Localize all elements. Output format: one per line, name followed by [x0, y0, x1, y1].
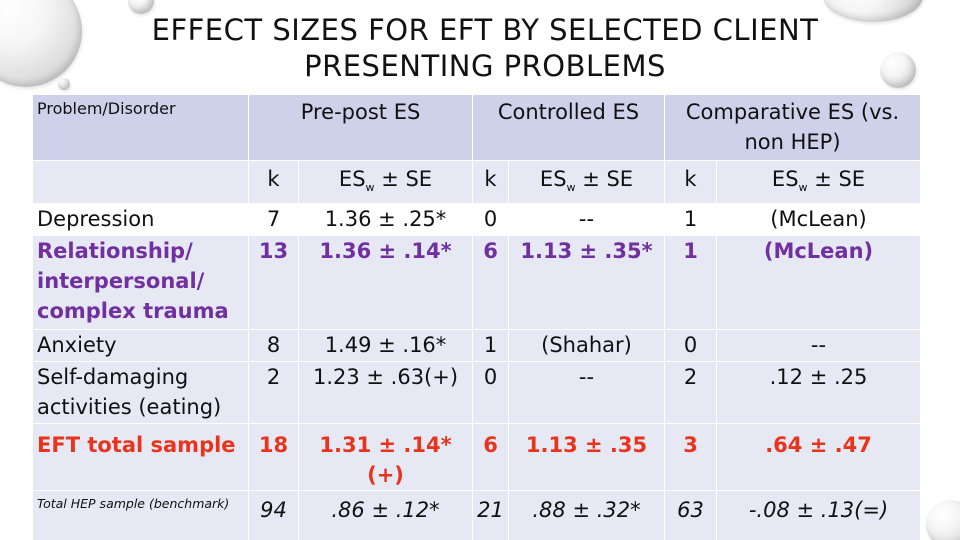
es-subscript: w	[798, 181, 808, 195]
cell-es-controlled: .88 ± .32*	[508, 490, 665, 540]
cell-es-comparative: -.08 ± .13(=)	[715, 490, 922, 540]
cell-es-comparative: (McLean)	[715, 203, 922, 237]
header-problem: Problem/Disorder	[32, 94, 249, 161]
table-row: Depression 7 1.36 ± .25* 0 -- 1 (McLean)	[32, 203, 922, 237]
water-drop-decoration	[0, 0, 82, 87]
cell-k-controlled: 0	[472, 361, 509, 425]
row-label: Total HEP sample (benchmark)	[32, 490, 249, 540]
subheader-k: k	[472, 159, 509, 205]
es-label: ES	[338, 167, 366, 191]
cell-k-comparative: 3	[664, 423, 717, 492]
header-prepost-es: Pre-post ES	[248, 94, 473, 161]
es-label: ES	[771, 167, 799, 191]
row-label: Anxiety	[32, 329, 249, 363]
cell-es-prepost: 1.36 ± .14*	[298, 235, 473, 331]
cell-k-prepost: 13	[248, 235, 299, 331]
cell-es-prepost: 1.31 ± .14*(+)	[298, 423, 473, 492]
slide-title-line2: PRESENTING PROBLEMS	[304, 49, 666, 83]
cell-k-prepost: 7	[248, 203, 299, 237]
water-drop-decoration	[880, 52, 916, 88]
water-drop-decoration	[58, 78, 70, 90]
cell-es-controlled: 1.13 ± .35*	[508, 235, 665, 331]
table-row: Relationship/ interpersonal/ complex tra…	[32, 235, 922, 331]
cell-es-controlled: --	[508, 203, 665, 237]
cell-k-comparative: 1	[664, 203, 717, 237]
cell-es-comparative: --	[715, 329, 922, 363]
cell-es-prepost: 1.49 ± .16*	[298, 329, 473, 363]
cell-es-comparative: .12 ± .25	[715, 361, 922, 425]
cell-k-prepost: 8	[248, 329, 299, 363]
cell-k-controlled: 21	[472, 490, 509, 540]
row-label: Depression	[32, 203, 249, 237]
es-subscript: w	[566, 181, 576, 195]
slide-title: EFFECT SIZES FOR EFT BY SELECTED CLIENT …	[120, 12, 850, 84]
table-row: EFT total sample 18 1.31 ± .14*(+) 6 1.1…	[32, 423, 922, 492]
table-header-row: Problem/Disorder Pre-post ES Controlled …	[32, 94, 922, 161]
table-row: Self-damaging activities (eating) 2 1.23…	[32, 361, 922, 425]
row-label: EFT total sample	[32, 423, 249, 492]
row-label: Relationship/ interpersonal/ complex tra…	[32, 235, 249, 331]
cell-k-prepost: 2	[248, 361, 299, 425]
table-subheader-row: k ESw ± SE k ESw ± SE k ESw ± SE	[32, 159, 922, 205]
cell-es-prepost: 1.36 ± .25*	[298, 203, 473, 237]
cell-es-comparative: .64 ± .47	[715, 423, 922, 492]
table-row: Total HEP sample (benchmark) 94 .86 ± .1…	[32, 490, 922, 540]
cell-es-controlled: (Shahar)	[508, 329, 665, 363]
cell-k-prepost: 94	[248, 490, 299, 540]
subheader-es-se: ESw ± SE	[298, 159, 473, 205]
cell-k-comparative: 2	[664, 361, 717, 425]
subheader-k: k	[664, 159, 717, 205]
cell-k-controlled: 0	[472, 203, 509, 237]
se-label: ± SE	[807, 167, 866, 191]
header-controlled-es: Controlled ES	[472, 94, 665, 161]
slide-title-line1: EFFECT SIZES FOR EFT BY SELECTED CLIENT	[151, 13, 819, 47]
subheader-k: k	[248, 159, 299, 205]
header-comparative-es: Comparative ES (vs. non HEP)	[663, 94, 922, 161]
cell-k-controlled: 1	[472, 329, 509, 363]
cell-es-prepost: .86 ± .12*	[298, 490, 473, 540]
cell-k-comparative: 63	[664, 490, 717, 540]
water-drop-decoration	[823, 0, 923, 22]
cell-es-prepost: 1.23 ± .63(+)	[298, 361, 473, 425]
cell-k-comparative: 1	[664, 235, 717, 331]
cell-k-prepost: 18	[248, 423, 299, 492]
cell-es-controlled: --	[508, 361, 665, 425]
subheader-es-se: ESw ± SE	[508, 159, 665, 205]
subheader-blank	[32, 159, 249, 205]
row-label: Self-damaging activities (eating)	[32, 361, 249, 425]
subheader-es-se: ESw ± SE	[715, 159, 922, 205]
cell-es-comparative: (McLean)	[715, 235, 922, 331]
es-label: ES	[539, 167, 567, 191]
table-row: Anxiety 8 1.49 ± .16* 1 (Shahar) 0 --	[32, 329, 922, 363]
cell-k-controlled: 6	[472, 235, 509, 331]
water-drop-decoration	[926, 500, 960, 540]
cell-es-controlled: 1.13 ± .35	[508, 423, 665, 492]
cell-k-comparative: 0	[664, 329, 717, 363]
water-drop-decoration	[128, 0, 154, 14]
cell-k-controlled: 6	[472, 423, 509, 492]
effect-sizes-table: Problem/Disorder Pre-post ES Controlled …	[32, 94, 922, 540]
se-label: ± SE	[575, 167, 634, 191]
es-subscript: w	[365, 181, 375, 195]
se-label: ± SE	[374, 167, 433, 191]
